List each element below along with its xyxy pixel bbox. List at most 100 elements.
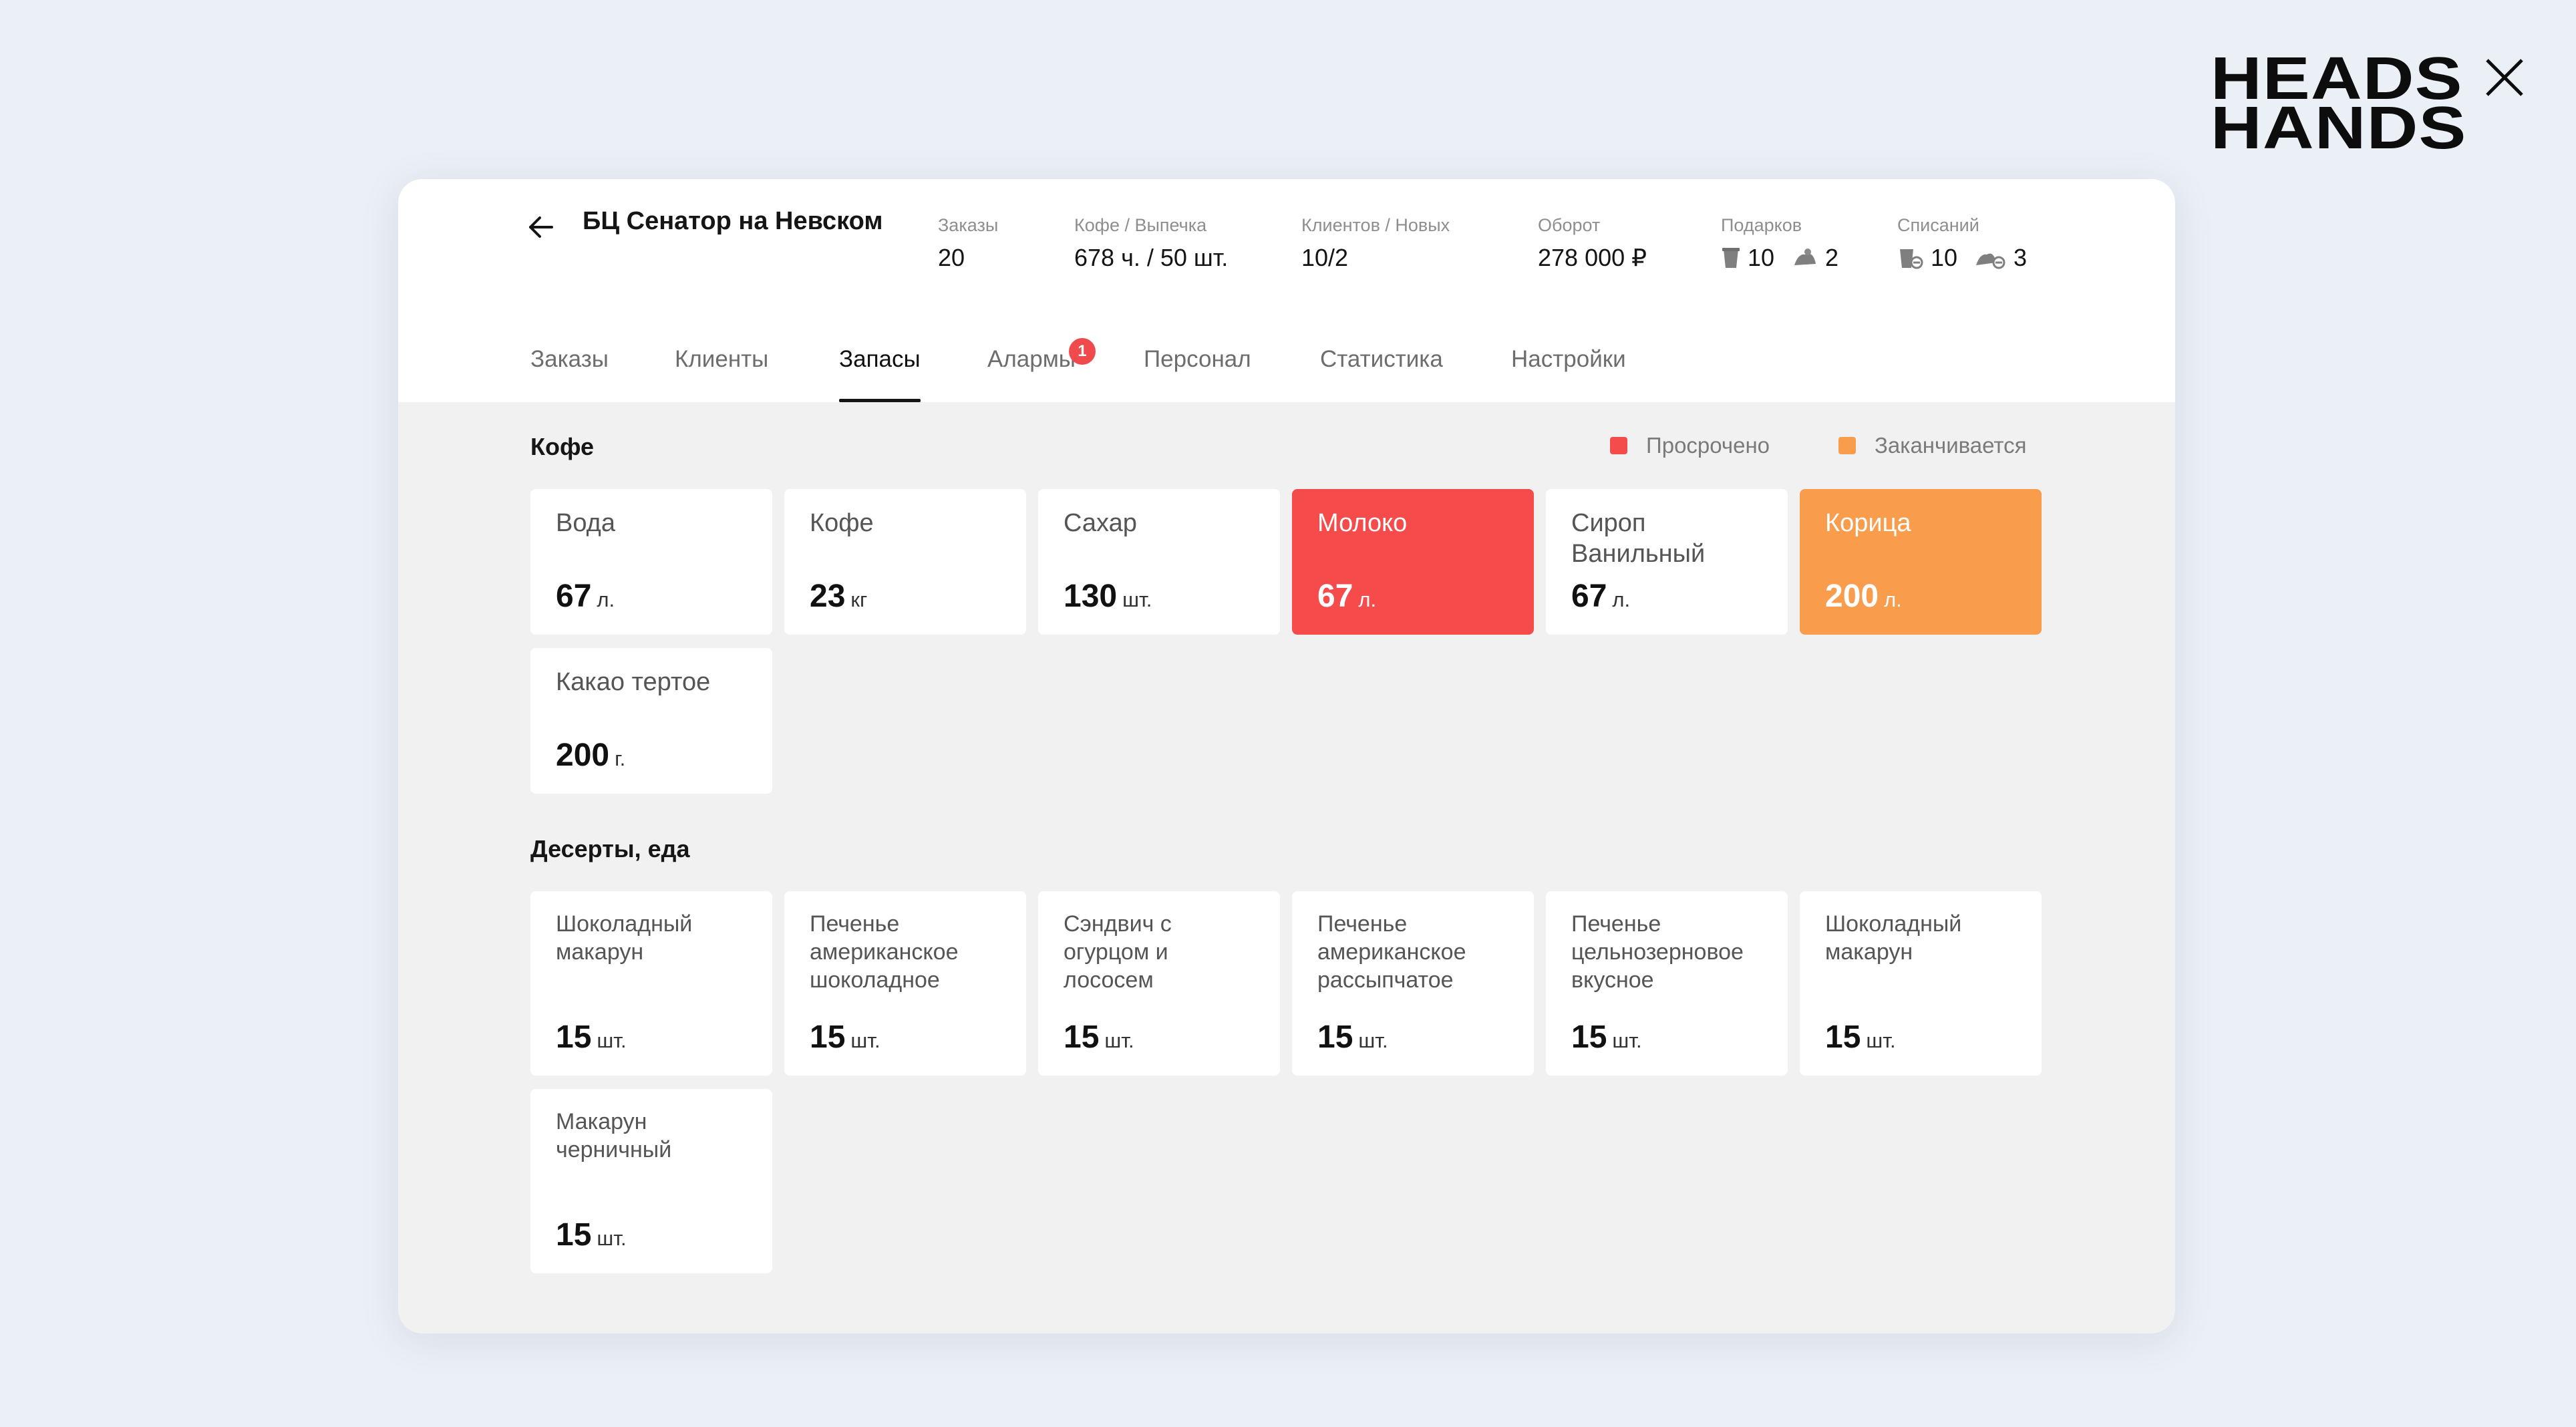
stock-qty: 15 <box>1064 1019 1100 1055</box>
stock-qty: 200 <box>1825 579 1879 614</box>
stat-clients: Клиентов / Новых 10/2 <box>1301 214 1450 274</box>
section-title-coffee: Кофе <box>530 433 595 460</box>
stock-name: Печенье американское рассыпчатое <box>1317 911 1466 993</box>
stock-name: Вода <box>556 509 615 537</box>
pastry-icon <box>1794 249 1816 265</box>
stock-name: Кофе <box>810 509 874 537</box>
stock-unit: шт. <box>597 1029 627 1052</box>
stock-unit: л. <box>1612 588 1631 611</box>
stock-unit: шт. <box>1104 1029 1134 1052</box>
tab-clients[interactable]: Клиенты <box>675 346 769 372</box>
stat-value: 10 3 <box>1897 242 2027 274</box>
store-card: БЦ Сенатор на Невском Заказы 20 Кофе / В… <box>398 179 2175 1333</box>
x-mark-icon <box>2486 59 2523 96</box>
legend: Просрочено Заканчивается <box>398 433 2043 460</box>
stock-tile[interactable]: Кофе 23 кг <box>784 489 1026 635</box>
stat-label: Клиентов / Новых <box>1301 215 1450 235</box>
stock-qty: 15 <box>556 1019 592 1055</box>
stat-label: Кофе / Выпечка <box>1074 215 1207 235</box>
stat-gifts: Подарков 10 2 <box>1721 214 1838 274</box>
stock-tile[interactable]: Вода 67 л. <box>530 489 772 635</box>
stock-tile[interactable]: Сахар 130 шт. <box>1038 489 1280 635</box>
tab-stocks[interactable]: Запасы <box>839 347 921 402</box>
alarm-badge: 1 <box>1068 338 1096 365</box>
brand-line-1: HEADS <box>2211 45 2463 112</box>
tab-alarms-label: Алармы <box>987 346 1076 372</box>
stock-qty: 67 <box>1317 579 1353 614</box>
stock-tile[interactable]: Печенье цельнозерновое вкусное 15 шт. <box>1546 891 1788 1076</box>
stock-tile[interactable]: Шоколадный макарун 15 шт. <box>1800 891 2042 1076</box>
stock-qty: 15 <box>1571 1019 1607 1055</box>
gifts-food-count: 2 <box>1825 244 1839 271</box>
stock-name: Печенье американское шоколадное <box>810 911 959 993</box>
stock-tile[interactable]: Печенье американское рассыпчатое 15 шт. <box>1292 891 1534 1076</box>
gifts-cup-count: 10 <box>1748 244 1775 271</box>
cup-writeoff-icon <box>1900 249 1923 269</box>
stat-label: Оборот <box>1538 215 1601 235</box>
stock-unit: шт. <box>1358 1029 1388 1052</box>
tab-alarms[interactable]: Алармы 1 <box>987 338 1096 402</box>
stock-qty: 130 <box>1064 579 1118 614</box>
stat-value: 20 <box>938 244 965 271</box>
brand-logo: HEADS HANDS <box>2211 45 2526 158</box>
stock-unit: кг <box>850 588 868 611</box>
stock-name: Шоколадный макарун <box>1825 911 1962 965</box>
store-header: БЦ Сенатор на Невском Заказы 20 Кофе / В… <box>398 179 2175 402</box>
pastry-writeoff-icon <box>1976 253 2005 269</box>
page-title: БЦ Сенатор на Невском <box>583 207 883 235</box>
tab-orders[interactable]: Заказы <box>530 346 609 372</box>
section-title-desserts: Десерты, еда <box>530 835 690 862</box>
writeoffs-cup-count: 10 <box>1931 244 1958 271</box>
stock-qty: 200 <box>556 738 610 773</box>
stock-name: Печенье цельнозерновое вкусное <box>1571 911 1744 993</box>
stock-name: Сахар <box>1064 509 1137 537</box>
stat-label: Списаний <box>1897 215 1979 235</box>
stat-value: 10/2 <box>1301 244 1349 271</box>
legend-running-out-label: Заканчивается <box>1875 433 2027 458</box>
tab-statistics[interactable]: Статистика <box>1320 346 1443 372</box>
stock-qty: 67 <box>556 579 592 614</box>
tab-staff[interactable]: Персонал <box>1144 346 1251 372</box>
stock-tile[interactable]: Макарун черничный 15 шт. <box>530 1089 772 1273</box>
stock-qty: 23 <box>810 579 846 614</box>
stock-unit: г. <box>615 747 626 770</box>
stock-tile[interactable]: Шоколадный макарун 15 шт. <box>530 891 772 1076</box>
stock-qty: 15 <box>1317 1019 1353 1055</box>
writeoffs-food-count: 3 <box>2014 244 2028 271</box>
stat-value: 278 000 ₽ <box>1538 244 1647 271</box>
legend-expired-label: Просрочено <box>1646 433 1770 458</box>
stock-name: Молоко <box>1317 509 1408 537</box>
legend-expired-swatch <box>1610 437 1627 454</box>
stat-label: Заказы <box>938 215 999 235</box>
stock-qty: 15 <box>810 1019 846 1055</box>
stat-coffee-pastry: Кофе / Выпечка 678 ч. / 50 шт. <box>1074 214 1228 274</box>
stock-qty: 15 <box>556 1217 592 1253</box>
stock-unit: шт. <box>1122 588 1152 611</box>
legend-running-out-swatch <box>1838 437 1856 454</box>
stat-writeoffs: Списаний 10 3 <box>1897 214 2027 274</box>
stock-tile-running-out[interactable]: Корица 200 л. <box>1800 489 2042 635</box>
stock-qty: 15 <box>1825 1019 1861 1055</box>
stock-name: Шоколадный макарун <box>556 911 693 965</box>
stat-value: 10 2 <box>1721 242 1838 274</box>
stock-tile[interactable]: Какао тертое 200 г. <box>530 648 772 794</box>
stock-tile-expired[interactable]: Молоко 67 л. <box>1292 489 1534 635</box>
stock-name: Сироп Ванильный <box>1571 509 1706 568</box>
arrow-left-icon[interactable] <box>526 212 556 242</box>
stock-unit: л. <box>597 588 615 611</box>
stock-unit: шт. <box>850 1029 880 1052</box>
stock-tile[interactable]: Сироп Ванильный 67 л. <box>1546 489 1788 635</box>
stat-value: 678 ч. / 50 шт. <box>1074 244 1229 271</box>
stock-unit: л. <box>1358 588 1377 611</box>
stock-unit: шт. <box>1612 1029 1642 1052</box>
stock-unit: шт. <box>1866 1029 1896 1052</box>
stock-name: Сэндвич с огурцом и лососем <box>1064 911 1172 993</box>
stock-tile[interactable]: Печенье американское шоколадное 15 шт. <box>784 891 1026 1076</box>
stock-tile[interactable]: Сэндвич с огурцом и лососем 15 шт. <box>1038 891 1280 1076</box>
stock-unit: шт. <box>597 1227 627 1250</box>
stat-label: Подарков <box>1721 215 1802 235</box>
stock-qty: 67 <box>1571 579 1607 614</box>
stock-name: Какао тертое <box>556 668 711 696</box>
stock-name: Корица <box>1825 509 1911 537</box>
tab-settings[interactable]: Настройки <box>1511 346 1626 372</box>
